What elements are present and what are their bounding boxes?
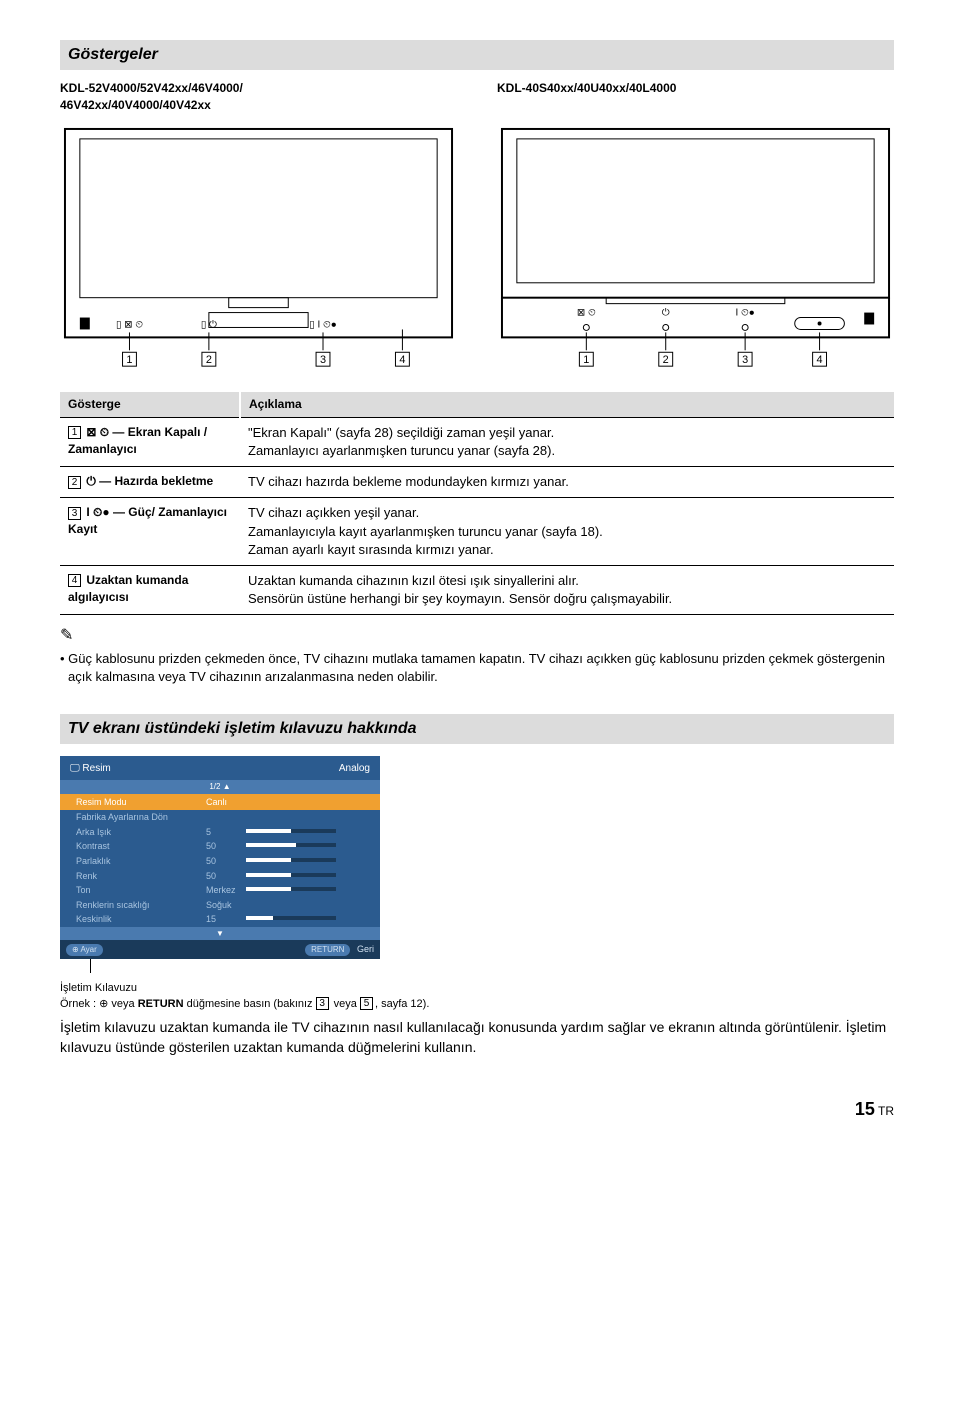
row3-desc: TV cihazı açıkken yeşil yanar. Zamanlayı… [240, 498, 894, 566]
note-text: • Güç kablosunu prizden çekmeden önce, T… [60, 650, 894, 686]
osd-sel-val: Canlı [206, 796, 227, 809]
page-number: 15 TR [60, 1097, 894, 1122]
row3-icon-label: I ⏲● — Güç/ Zamanlayıcı Kayıt [68, 505, 227, 536]
section-1-title: Göstergeler [60, 40, 894, 70]
models-right: KDL-40S40xx/40U40xx/40L4000 [497, 80, 894, 114]
tv-diagrams-row: ▯ ⊠ ⏲ ▯ ⏻ ▯ I ⏲● 1 2 3 4 ⊠ ⏲ [60, 124, 894, 382]
osd-item: Keskinlik15 [60, 912, 380, 927]
row1-label: 1 ⊠ ⏲ — Ekran Kapalı / Zamanlayıcı [60, 417, 240, 466]
num-4: 4 [68, 574, 81, 587]
osd-title-right: Analog [339, 762, 370, 776]
osd-footer: ⊕ Ayar RETURN Geri [60, 940, 380, 959]
tv1-svg: ▯ ⊠ ⏲ ▯ ⏻ ▯ I ⏲● 1 2 3 4 [60, 124, 457, 382]
row2-icon-label: ⏻ — Hazırda bekletme [86, 474, 213, 488]
row2-label: 2 ⏻ — Hazırda bekletme [60, 467, 240, 498]
indicator-table: Gösterge Açıklama 1 ⊠ ⏲ — Ekran Kapalı /… [60, 392, 894, 615]
osd-item: Renklerin sıcaklığıSoğuk [60, 898, 380, 913]
svg-text:⊠ ⏲: ⊠ ⏲ [577, 308, 596, 319]
svg-text:1: 1 [126, 354, 132, 366]
svg-text:▯ I ⏲●: ▯ I ⏲● [309, 319, 336, 330]
osd-pager-down: ▼ [60, 927, 380, 940]
osd-footer-geri: Geri [357, 944, 374, 954]
osd-sel-label: Resim Modu [76, 796, 206, 809]
caption-pointer [90, 959, 91, 973]
svg-text:⏻: ⏻ [662, 308, 670, 319]
body-text: İşletim kılavuzu uzaktan kumanda ile TV … [60, 1018, 894, 1057]
osd-pager: 1/2 ▲ [60, 780, 380, 793]
th-indicator: Gösterge [60, 392, 240, 417]
osd-chip-return: RETURN [305, 944, 350, 956]
row1-desc: "Ekran Kapalı" (sayfa 28) seçildiği zama… [240, 417, 894, 466]
svg-text:4: 4 [817, 354, 823, 366]
svg-text:3: 3 [742, 354, 748, 366]
osd-item: Arka Işık5 [60, 825, 380, 840]
svg-text:▯ ⏻: ▯ ⏻ [201, 319, 217, 330]
osd-item: Kontrast50 [60, 839, 380, 854]
svg-text:4: 4 [399, 354, 405, 366]
num-2: 2 [68, 476, 81, 489]
row4-icon-label: Uzaktan kumanda algılayıcısı [68, 573, 188, 604]
row4-desc: Uzaktan kumanda cihazının kızıl ötesi ış… [240, 565, 894, 614]
tv2-svg: ⊠ ⏲ ⏻ I ⏲● 1 2 3 4 [497, 124, 894, 382]
svg-text:3: 3 [320, 354, 326, 366]
note-icon: ✎ [60, 625, 894, 647]
osd-caption: İşletim Kılavuzu Örnek : ⊕ veya RETURN d… [60, 981, 894, 1012]
osd-item: Renk50 [60, 869, 380, 884]
osd-item: Fabrika Ayarlarına Dön [60, 810, 380, 825]
row4-label: 4 Uzaktan kumanda algılayıcısı [60, 565, 240, 614]
models-left: KDL-52V4000/52V42xx/46V4000/ 46V42xx/40V… [60, 80, 457, 114]
osd-screenshot: 🖵 Resim Analog 1/2 ▲ Resim Modu Canlı Fa… [60, 756, 380, 973]
osd-selected-row: Resim Modu Canlı [60, 794, 380, 811]
osd-item: Parlaklık50 [60, 854, 380, 869]
osd-item: TonMerkez [60, 883, 380, 898]
svg-text:▯ ⊠ ⏲: ▯ ⊠ ⏲ [116, 319, 143, 330]
num-3: 3 [68, 507, 81, 520]
models-row: KDL-52V4000/52V42xx/46V4000/ 46V42xx/40V… [60, 80, 894, 114]
osd-title-left: 🖵 Resim [70, 762, 111, 776]
svg-text:I ⏲●: I ⏲● [736, 308, 755, 319]
tv-diagram-right: ⊠ ⏲ ⏻ I ⏲● 1 2 3 4 [497, 124, 894, 382]
svg-text:2: 2 [663, 354, 669, 366]
svg-text:2: 2 [206, 354, 212, 366]
row2-desc: TV cihazı hazırda bekleme modundayken kı… [240, 467, 894, 498]
osd-chip-ayar: ⊕ Ayar [66, 944, 103, 956]
svg-text:1: 1 [583, 354, 589, 366]
row1-icon-label: ⊠ ⏲ — Ekran Kapalı / Zamanlayıcı [68, 425, 207, 456]
th-description: Açıklama [240, 392, 894, 417]
tv-diagram-left: ▯ ⊠ ⏲ ▯ ⏻ ▯ I ⏲● 1 2 3 4 [60, 124, 457, 382]
section-2-title: TV ekranı üstündeki işletim kılavuzu hak… [60, 714, 894, 744]
num-1: 1 [68, 426, 81, 439]
row3-label: 3 I ⏲● — Güç/ Zamanlayıcı Kayıt [60, 498, 240, 566]
